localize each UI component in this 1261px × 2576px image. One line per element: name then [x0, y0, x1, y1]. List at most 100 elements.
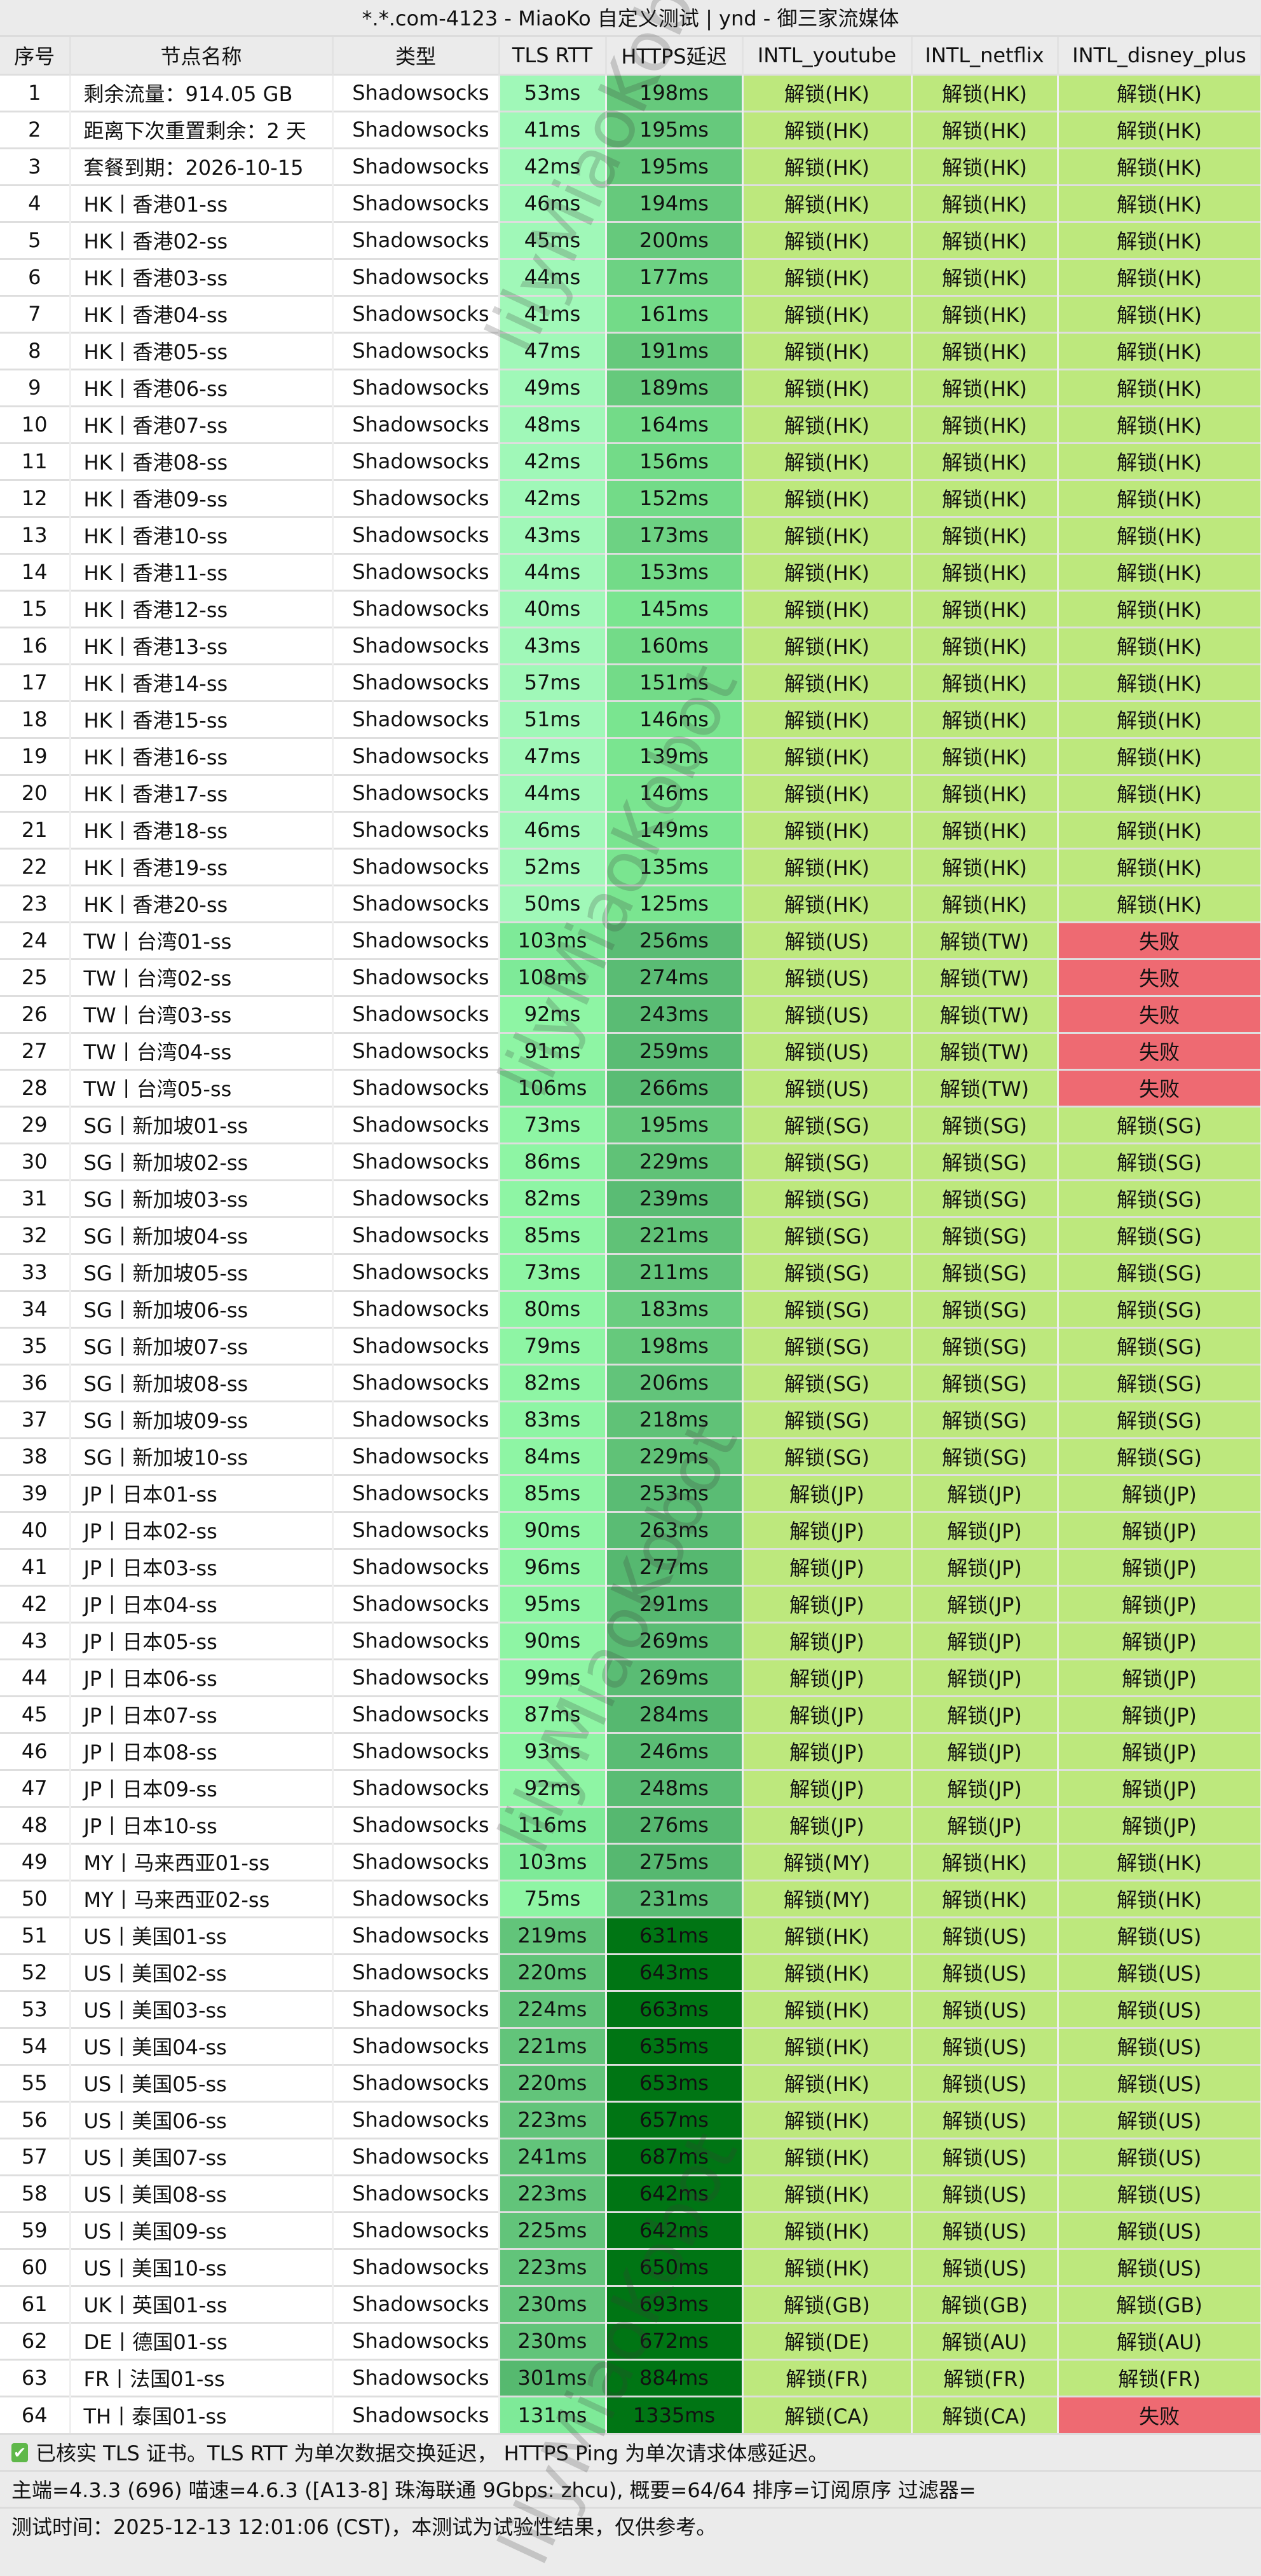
- table-row: 12 HK丨香港09-ss Shadowsocks 42ms 152ms 解锁(HK) 解锁…: [0, 478, 1261, 517]
- row-seq: 43: [0, 1621, 71, 1659]
- table-row: 28 TW丨台湾05-ss Shadowsocks 106ms 266ms 解锁(US) 解…: [0, 1068, 1261, 1106]
- netflix-status-cell: 解锁(HK): [911, 626, 1059, 664]
- netflix-status-cell: 解锁(US): [911, 2211, 1059, 2249]
- row-seq: 8: [0, 331, 71, 369]
- netflix-status-cell: 解锁(HK): [911, 1879, 1059, 1917]
- netflix-status-cell: 解锁(SG): [911, 1437, 1059, 1475]
- node-name: TH丨泰国01-ss: [70, 2395, 334, 2433]
- https-latency-cell: 276ms: [606, 1805, 744, 1843]
- https-latency-cell: 635ms: [606, 2026, 744, 2064]
- node-type: Shadowsocks: [332, 478, 500, 517]
- netflix-status-cell: 解锁(US): [911, 1916, 1059, 1954]
- disney-plus-status-cell: 解锁(HK): [1058, 220, 1261, 259]
- node-type: Shadowsocks: [332, 257, 500, 295]
- disney-plus-status-cell: 解锁(HK): [1058, 147, 1261, 185]
- row-seq: 3: [0, 147, 71, 185]
- node-type: Shadowsocks: [332, 1916, 500, 1954]
- netflix-status-cell: 解锁(TW): [911, 1068, 1059, 1106]
- node-type: Shadowsocks: [332, 1805, 500, 1843]
- https-latency-cell: 884ms: [606, 2358, 744, 2396]
- youtube-status-cell: 解锁(JP): [742, 1584, 913, 1622]
- table-row: 15 HK丨香港12-ss Shadowsocks 40ms 145ms 解锁(HK) 解锁…: [0, 589, 1261, 627]
- youtube-status-cell: 解锁(SG): [742, 1400, 913, 1438]
- node-name: US丨美国04-ss: [70, 2026, 334, 2064]
- row-seq: 45: [0, 1695, 71, 1733]
- https-latency-cell: 256ms: [606, 921, 744, 959]
- https-latency-cell: 259ms: [606, 1031, 744, 1069]
- col-header-name: 节点名称: [70, 37, 334, 74]
- row-seq: 56: [0, 2100, 71, 2138]
- https-latency-cell: 229ms: [606, 1437, 744, 1475]
- node-name: US丨美国09-ss: [70, 2211, 334, 2249]
- tls-rtt-cell: 241ms: [499, 2137, 607, 2175]
- netflix-status-cell: 解锁(FR): [911, 2358, 1059, 2396]
- tls-rtt-cell: 90ms: [499, 1510, 607, 1549]
- tls-rtt-cell: 116ms: [499, 1805, 607, 1843]
- node-name: US丨美国02-ss: [70, 1953, 334, 1991]
- node-name: HK丨香港01-ss: [70, 184, 334, 222]
- row-seq: 14: [0, 552, 71, 590]
- netflix-status-cell: 解锁(SG): [911, 1179, 1059, 1217]
- table-row: 50 MY丨马来西亚02-ss Shadowsocks 75ms 231ms 解锁(MY)…: [0, 1879, 1261, 1917]
- col-header-disney-plus: INTL_disney_plus: [1058, 37, 1261, 74]
- row-seq: 5: [0, 220, 71, 259]
- node-name: JP丨日本06-ss: [70, 1658, 334, 1696]
- youtube-status-cell: 解锁(US): [742, 921, 913, 959]
- node-type: Shadowsocks: [332, 773, 500, 811]
- node-type: Shadowsocks: [332, 1621, 500, 1659]
- youtube-status-cell: 解锁(US): [742, 958, 913, 996]
- disney-plus-status-cell: 解锁(SG): [1058, 1179, 1261, 1217]
- table-row: 59 US丨美国09-ss Shadowsocks 225ms 642ms 解锁(HK) 解…: [0, 2211, 1261, 2249]
- row-seq: 6: [0, 257, 71, 295]
- tls-rtt-cell: 85ms: [499, 1216, 607, 1254]
- https-latency-cell: 650ms: [606, 2247, 744, 2286]
- netflix-status-cell: 解锁(US): [911, 1953, 1059, 1991]
- netflix-status-cell: 解锁(SG): [911, 1216, 1059, 1254]
- node-type: Shadowsocks: [332, 1068, 500, 1106]
- table-row: 11 HK丨香港08-ss Shadowsocks 42ms 156ms 解锁(HK) 解锁…: [0, 442, 1261, 480]
- youtube-status-cell: 解锁(HK): [742, 110, 913, 148]
- https-latency-cell: 173ms: [606, 515, 744, 553]
- header-row: 序号 节点名称 类型 TLS RTT HTTPS延迟 INTL_youtube …: [0, 37, 1261, 74]
- youtube-status-cell: 解锁(HK): [742, 73, 913, 111]
- disney-plus-status-cell: 解锁(SG): [1058, 1289, 1261, 1327]
- youtube-status-cell: 解锁(HK): [742, 2063, 913, 2101]
- disney-plus-status-cell: 失败: [1058, 994, 1261, 1033]
- youtube-status-cell: 解锁(JP): [742, 1805, 913, 1843]
- youtube-status-cell: 解锁(HK): [742, 1953, 913, 1991]
- node-name: HK丨香港04-ss: [70, 294, 334, 332]
- node-name: SG丨新加坡04-ss: [70, 1216, 334, 1254]
- node-type: Shadowsocks: [332, 1510, 500, 1549]
- node-type: Shadowsocks: [332, 2026, 500, 2064]
- row-seq: 55: [0, 2063, 71, 2101]
- row-seq: 32: [0, 1216, 71, 1254]
- node-name: HK丨香港18-ss: [70, 810, 334, 848]
- table-row: 48 JP丨日本10-ss Shadowsocks 116ms 276ms 解锁(JP) 解…: [0, 1805, 1261, 1843]
- table-row: 9 HK丨香港06-ss Shadowsocks 49ms 189ms 解锁(HK) 解锁(…: [0, 368, 1261, 406]
- node-type: Shadowsocks: [332, 2247, 500, 2286]
- youtube-status-cell: 解锁(HK): [742, 663, 913, 701]
- https-latency-cell: 125ms: [606, 884, 744, 922]
- node-name: HK丨香港05-ss: [70, 331, 334, 369]
- netflix-status-cell: 解锁(US): [911, 2137, 1059, 2175]
- node-name: JP丨日本02-ss: [70, 1510, 334, 1549]
- node-type: Shadowsocks: [332, 1990, 500, 2028]
- tls-rtt-cell: 48ms: [499, 405, 607, 443]
- row-seq: 24: [0, 921, 71, 959]
- netflix-status-cell: 解锁(HK): [911, 810, 1059, 848]
- youtube-status-cell: 解锁(HK): [742, 2100, 913, 2138]
- netflix-status-cell: 解锁(SG): [911, 1326, 1059, 1364]
- youtube-status-cell: 解锁(HK): [742, 884, 913, 922]
- table-row: 14 HK丨香港11-ss Shadowsocks 44ms 153ms 解锁(HK) 解锁…: [0, 552, 1261, 590]
- node-name: HK丨香港07-ss: [70, 405, 334, 443]
- youtube-status-cell: 解锁(HK): [742, 589, 913, 627]
- disney-plus-status-cell: 失败: [1058, 2395, 1261, 2433]
- node-type: Shadowsocks: [332, 2395, 500, 2433]
- node-name: JP丨日本09-ss: [70, 1768, 334, 1807]
- row-seq: 63: [0, 2358, 71, 2396]
- disney-plus-status-cell: 解锁(JP): [1058, 1621, 1261, 1659]
- node-name: HK丨香港14-ss: [70, 663, 334, 701]
- node-name: US丨美国05-ss: [70, 2063, 334, 2101]
- tls-rtt-cell: 43ms: [499, 515, 607, 553]
- table-row: 44 JP丨日本06-ss Shadowsocks 99ms 269ms 解锁(JP) 解锁…: [0, 1658, 1261, 1696]
